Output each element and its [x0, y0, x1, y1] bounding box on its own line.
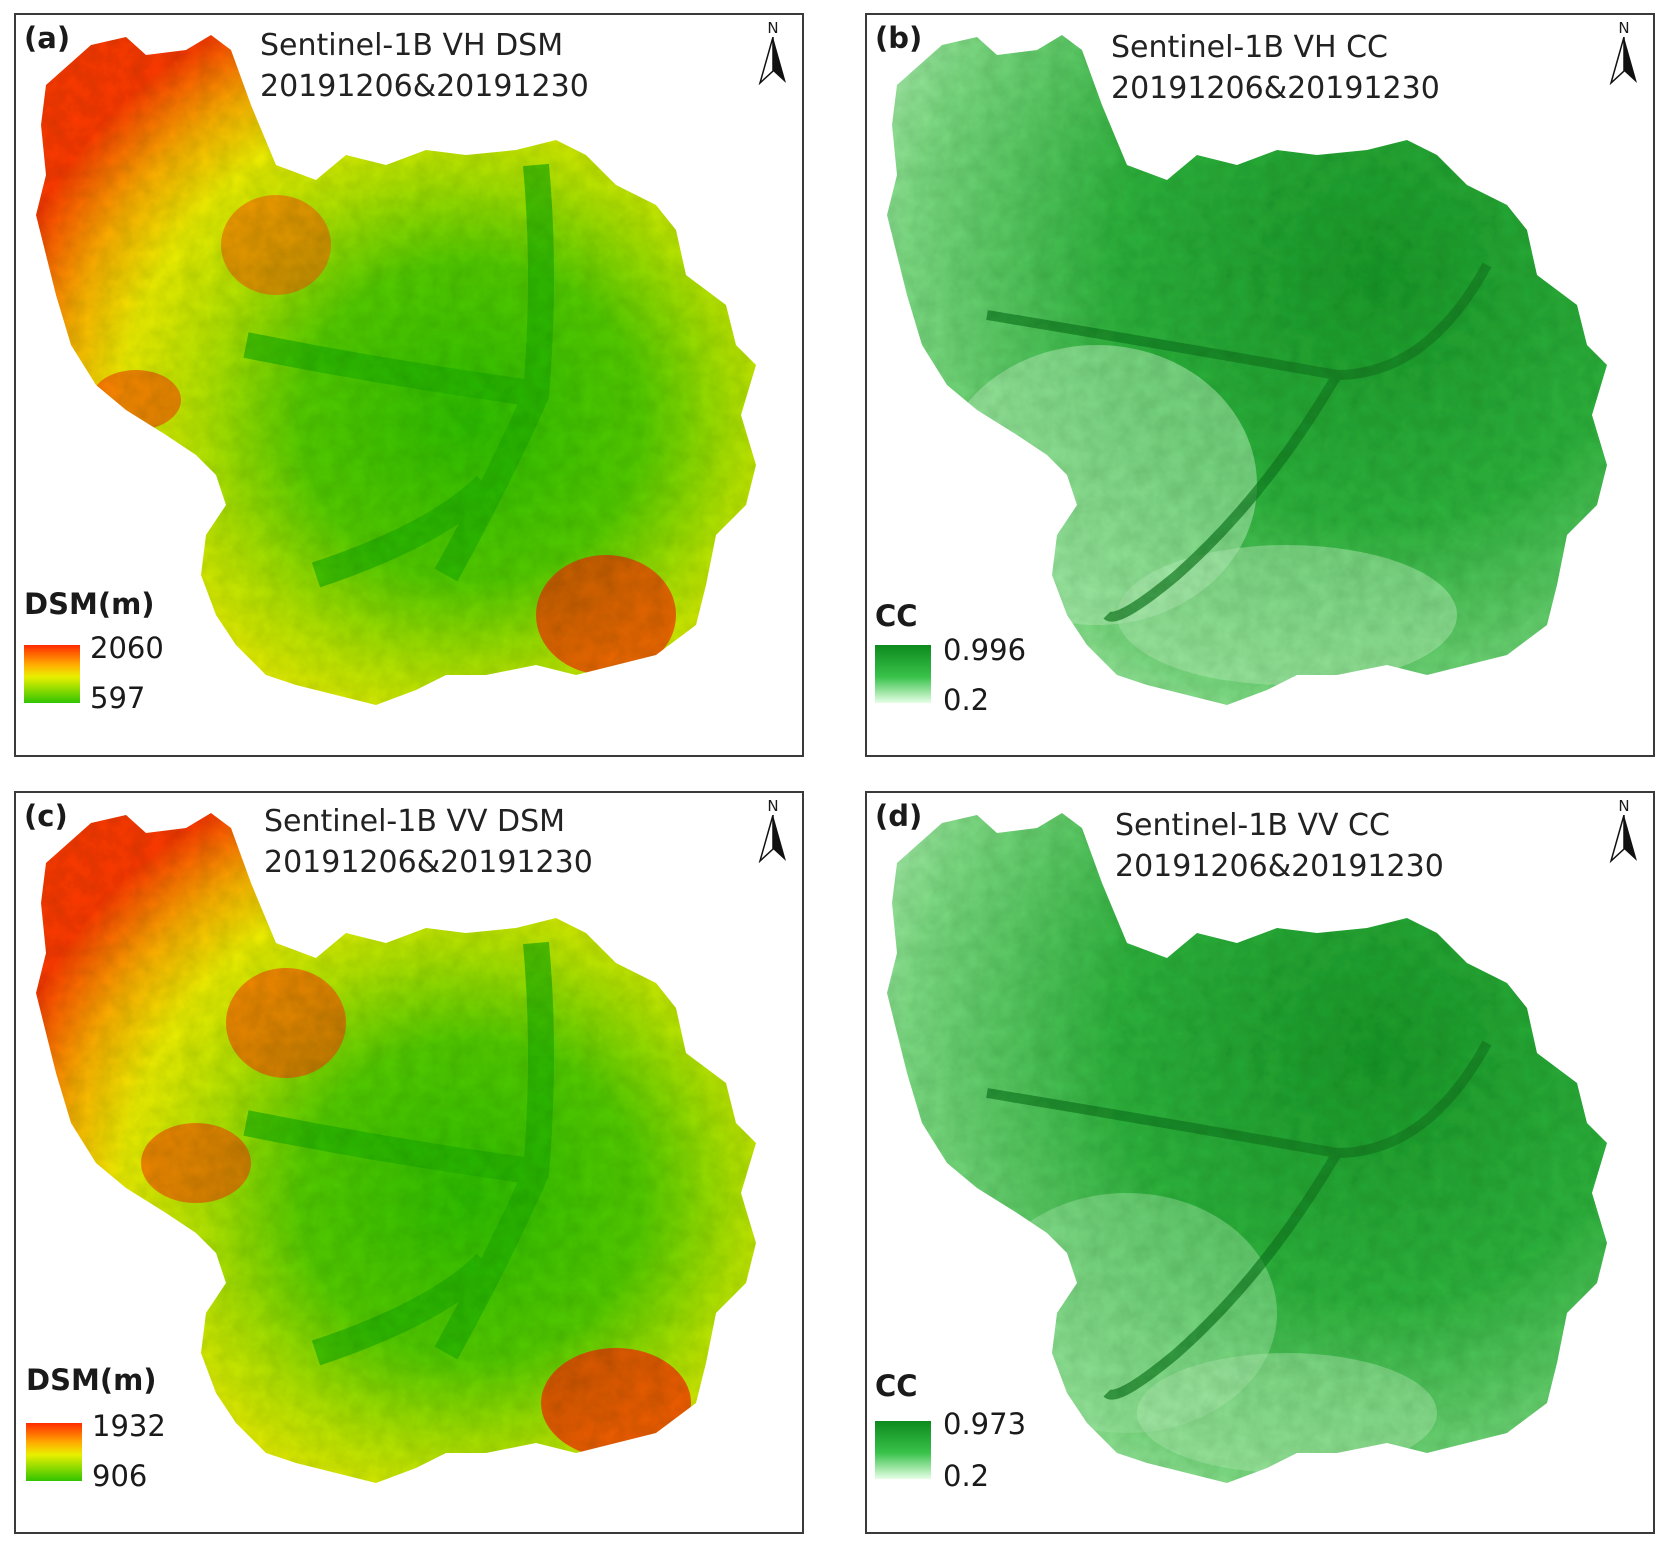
legend-max: 0.973 [943, 1407, 1027, 1441]
map-title: Sentinel-1B VV DSM 20191206&20191230 [264, 801, 593, 883]
panel-label: (c) [24, 799, 68, 833]
legend-colorbar [875, 1421, 931, 1479]
map-title-sensor: Sentinel-1B VV DSM [264, 804, 566, 839]
legend-cc: CC 0.973 0.2 [875, 1369, 1026, 1493]
legend-max: 0.996 [943, 633, 1027, 667]
panel-label: (d) [875, 799, 923, 833]
map-title-sensor: Sentinel-1B VV CC [1115, 808, 1390, 843]
map-title: Sentinel-1B VH DSM 20191206&20191230 [260, 25, 589, 107]
north-arrow-icon: N [756, 797, 790, 867]
legend-colorbar [875, 645, 931, 703]
basin-map-cc [887, 35, 1607, 705]
north-arrow-icon: N [1607, 19, 1641, 89]
legend-max: 2060 [90, 631, 164, 665]
legend-cc: CC 0.996 0.2 [875, 599, 1026, 717]
legend-min: 597 [90, 681, 146, 715]
basin-map-dsm [36, 813, 756, 1483]
legend-title: CC [875, 1369, 918, 1403]
legend-max: 1932 [92, 1409, 166, 1443]
legend-colorbar [24, 645, 80, 703]
map-title-dates: 20191206&20191230 [264, 845, 593, 880]
north-arrow-icon: N [1607, 797, 1641, 867]
north-label: N [1618, 797, 1630, 815]
legend-title: CC [875, 599, 918, 633]
map-title-dates: 20191206&20191230 [1115, 849, 1444, 884]
legend-min: 0.2 [943, 1459, 990, 1493]
north-label: N [1618, 19, 1630, 37]
panel-d-vv-cc: (d) Sentinel-1B VV CC 20191206&20191230 … [865, 791, 1655, 1534]
panel-a-vh-dsm: (a) Sentinel-1B VH DSM 20191206&20191230… [14, 13, 804, 757]
map-title-sensor: Sentinel-1B VH DSM [260, 28, 564, 63]
legend-title: DSM(m) [24, 587, 155, 621]
legend-min: 0.2 [943, 683, 990, 717]
panel-c-vv-dsm: (c) Sentinel-1B VV DSM 20191206&20191230… [14, 791, 804, 1534]
legend-dsm: DSM(m) 2060 597 [24, 587, 164, 715]
legend-dsm: DSM(m) 1932 906 [26, 1363, 166, 1493]
legend-colorbar [26, 1423, 82, 1481]
map-title-dates: 20191206&20191230 [1111, 71, 1440, 106]
basin-map-cc [887, 813, 1607, 1483]
map-title-dates: 20191206&20191230 [260, 69, 589, 104]
north-label: N [767, 19, 779, 37]
basin-map-dsm [36, 35, 756, 705]
map-title: Sentinel-1B VH CC 20191206&20191230 [1111, 27, 1440, 109]
north-label: N [767, 797, 779, 815]
panel-label: (a) [24, 21, 71, 55]
panel-b-vh-cc: (b) Sentinel-1B VH CC 20191206&20191230 … [865, 13, 1655, 757]
legend-min: 906 [92, 1459, 148, 1493]
panel-label: (b) [875, 21, 923, 55]
map-title: Sentinel-1B VV CC 20191206&20191230 [1115, 805, 1444, 887]
north-arrow-icon: N [756, 19, 790, 89]
legend-title: DSM(m) [26, 1363, 157, 1397]
map-title-sensor: Sentinel-1B VH CC [1111, 30, 1388, 65]
